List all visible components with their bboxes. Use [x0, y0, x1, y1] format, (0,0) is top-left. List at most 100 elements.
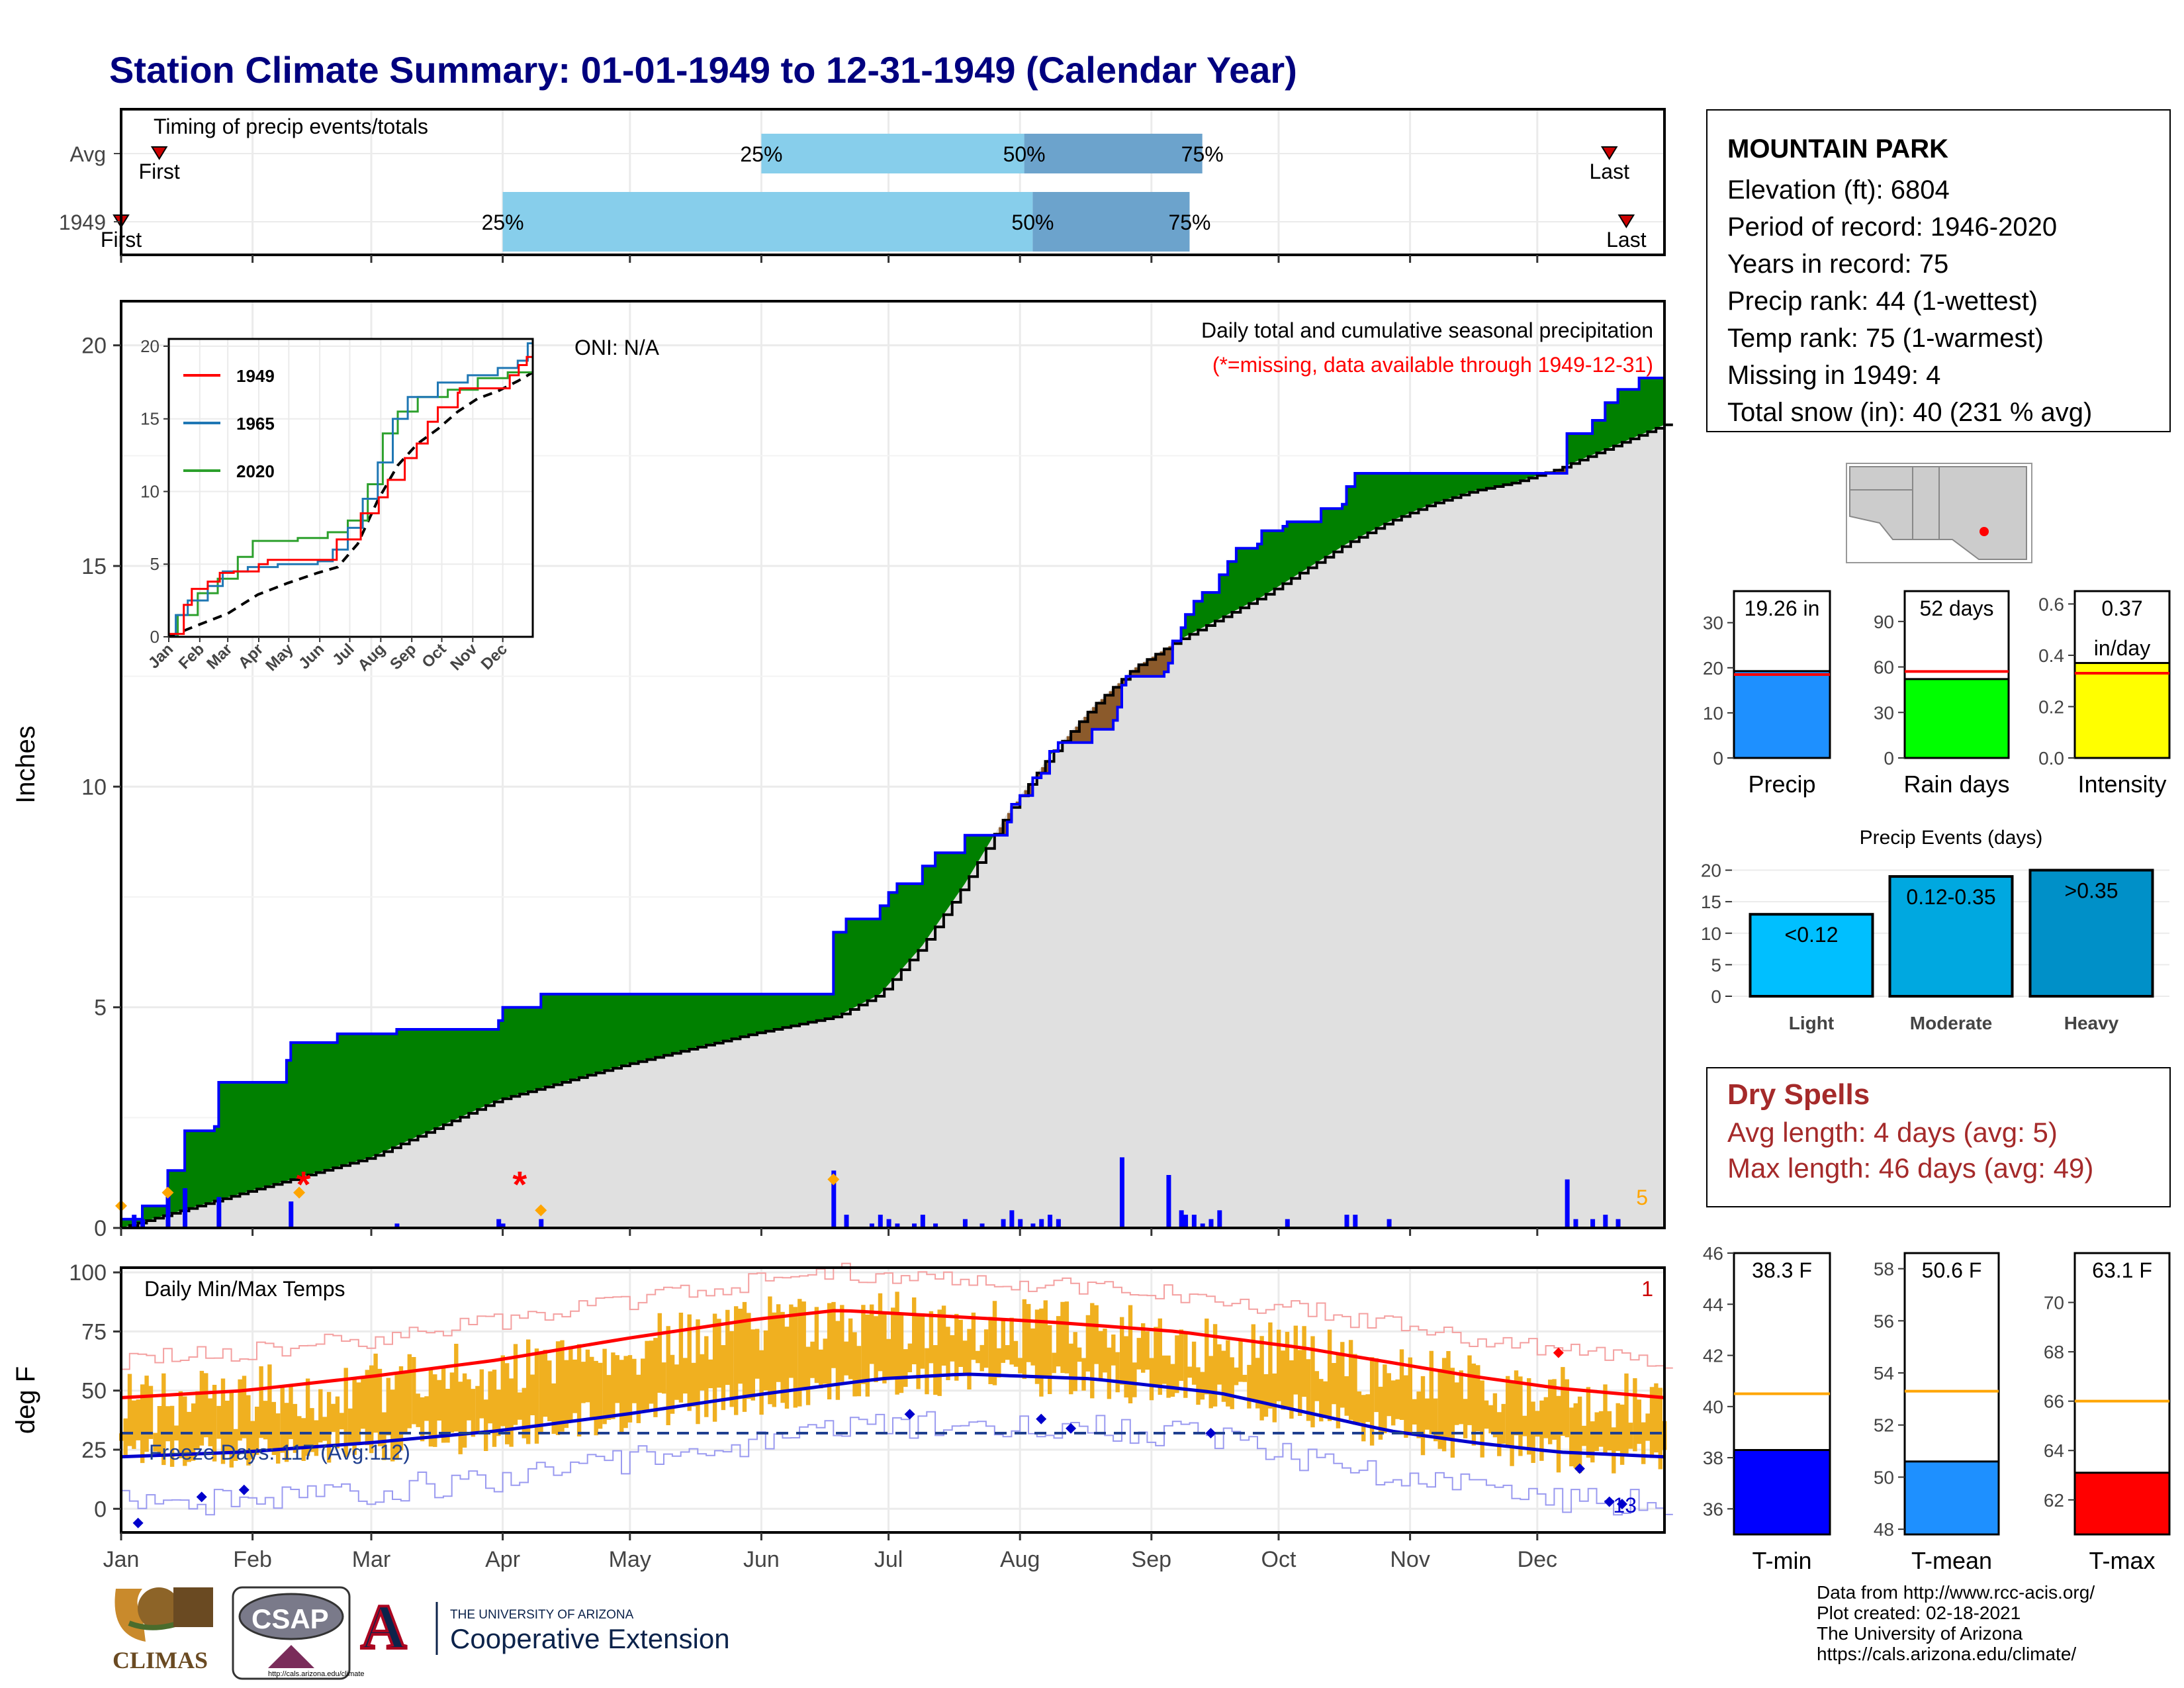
inset-month-label: Jul	[329, 640, 358, 669]
events-tick-label: 15	[1701, 892, 1721, 912]
inset-month-label: Oct	[418, 640, 449, 671]
events-tick-label: 10	[1701, 923, 1721, 944]
daily-precip-bar	[1018, 1219, 1023, 1228]
temp-corner-bottom: 13	[1613, 1493, 1637, 1517]
average-min-temp-line	[120, 1372, 1665, 1459]
daily-precip-bar	[1285, 1219, 1290, 1228]
timing-percent-75: 75%	[1168, 211, 1210, 234]
ua-extension-text: Cooperative Extension	[450, 1623, 730, 1654]
daily-precip-bar	[1200, 1223, 1205, 1228]
page-title: Station Climate Summary: 01-01-1949 to 1…	[109, 49, 1297, 91]
dry-spells-avg: Avg length: 4 days (avg: 5)	[1727, 1117, 2058, 1148]
temp-summary-2-value-label: 63.1 F	[2092, 1258, 2152, 1282]
timing-last-label: Last	[1589, 160, 1629, 183]
temp-y-tick-label: 75	[81, 1319, 107, 1344]
daily-precip-bar	[1183, 1215, 1189, 1228]
station-total-snow: Total snow (in): 40 (231 % avg)	[1727, 398, 2093, 427]
inset-month-label: Jun	[295, 640, 328, 673]
precip-summary-1-tick-label: 90	[1874, 612, 1894, 632]
precip-summary-2-tick-label: 0.0	[2038, 748, 2064, 769]
snow-marker	[535, 1204, 547, 1217]
month-label: Jul	[874, 1547, 903, 1572]
precip-summary-1-value-label: 52 days	[1919, 596, 1993, 620]
climas-logo-text: CLIMAS	[113, 1647, 208, 1673]
precip-frame	[120, 300, 1666, 1229]
precip-summary-2-value-unit: in/day	[2094, 636, 2150, 660]
daily-precip-bar	[878, 1215, 883, 1228]
inset-y-tick-label: 20	[140, 336, 159, 356]
temp-summary-0-tick-label: 42	[1703, 1346, 1723, 1366]
month-label: Feb	[233, 1547, 272, 1572]
precip-events-bar-label: 0.12-0.35	[1906, 885, 1995, 909]
record-high-marker	[1553, 1347, 1564, 1358]
inset-legend-label: 1949	[236, 366, 275, 386]
temp-summary-1-value-label: 50.6 F	[1922, 1258, 1982, 1282]
inset-legend-label: 2020	[236, 461, 275, 481]
timing-bar-early	[502, 192, 1033, 252]
inset-series-2020	[169, 371, 534, 638]
temp-summary-2-bar	[2073, 1472, 2171, 1536]
inset-y-tick-label: 15	[140, 409, 159, 429]
daily-precip-bar	[1603, 1215, 1608, 1228]
events-tick-label: 5	[1711, 955, 1721, 975]
daily-precip-bar	[1387, 1219, 1392, 1228]
station-missing: Missing in 1949: 4	[1727, 361, 1941, 390]
footer-line: Plot created: 02-18-2021	[1817, 1603, 2021, 1623]
precip-summary-1-tick-label: 0	[1884, 748, 1894, 769]
precip-events-bar-label: <0.12	[1785, 923, 1839, 947]
temp-y-tick-label: 100	[69, 1260, 107, 1286]
precip-summary-0-tick-label: 0	[1713, 748, 1723, 769]
daily-precip-bar	[1056, 1219, 1061, 1228]
footer-line: Data from http://www.rcc-acis.org/	[1817, 1582, 2095, 1603]
temp-chart-title: Daily Min/Max Temps	[144, 1277, 345, 1301]
month-label: Jun	[743, 1547, 780, 1572]
precip-events-bar	[2028, 868, 2154, 998]
record-low-marker	[196, 1491, 207, 1503]
daily-precip-bar	[1179, 1210, 1184, 1228]
daily-precip-bar	[1573, 1219, 1578, 1228]
temp-summary-1-bar	[1903, 1460, 2000, 1536]
daily-precip-bar	[183, 1188, 188, 1228]
average-precip-area	[121, 424, 1664, 1229]
record-low-line	[121, 1411, 1673, 1516]
timing-row-label: Avg	[69, 142, 106, 166]
temp-y-tick-label: 0	[94, 1497, 107, 1522]
temp-summary-0-name: T-min	[1752, 1547, 1812, 1574]
precip-summary-0-bar	[1733, 670, 1831, 759]
timing-percent-50: 50%	[1003, 142, 1046, 166]
daily-precip-bar	[165, 1192, 171, 1228]
daily-precip-bar	[1353, 1215, 1358, 1228]
station-name: MOUNTAIN PARK	[1727, 134, 1949, 164]
precip-events-category: Light	[1789, 1013, 1834, 1033]
month-label: Jan	[103, 1547, 140, 1572]
inset-month-label: May	[262, 640, 297, 675]
precip-summary-0-value-label: 19.26 in	[1745, 596, 1820, 620]
precip-summary-2-bar	[2073, 662, 2171, 759]
temp-summary-2-tick-label: 68	[2044, 1342, 2064, 1362]
timing-bar-early	[761, 134, 1024, 173]
daily-precip-bar	[394, 1223, 400, 1228]
record-low-marker	[238, 1484, 250, 1495]
temp-y-tick-label: 50	[81, 1379, 107, 1404]
timing-row-label: 1949	[59, 211, 106, 234]
record-low-marker	[1036, 1413, 1047, 1425]
daily-precip-bar	[289, 1201, 294, 1228]
precip-summary-2-tick-label: 0.2	[2038, 696, 2064, 717]
temp-frame	[120, 1266, 1666, 1534]
station-info-box: MOUNTAIN PARK Elevation (ft): 6804 Perio…	[1706, 109, 2171, 432]
record-low-marker	[1574, 1463, 1585, 1474]
inset-month-label: Apr	[235, 640, 267, 672]
ua-small-text: THE UNIVERSITY OF ARIZONA	[450, 1608, 634, 1622]
daily-precip-bar	[1166, 1175, 1171, 1228]
precip-summary-2-name: Intensity	[2077, 771, 2166, 798]
daily-precip-bar	[500, 1223, 506, 1228]
timing-last-label: Last	[1606, 228, 1647, 252]
ua-block-a: A	[361, 1591, 406, 1662]
daily-precip-bar	[1344, 1215, 1349, 1228]
precip-summary-1-tick-label: 60	[1874, 657, 1894, 678]
precip-y-tick-label: 15	[81, 554, 107, 579]
temp-summary-1-name: T-mean	[1911, 1547, 1992, 1574]
daily-precip-bar	[1048, 1215, 1053, 1228]
timing-percent-75: 75%	[1181, 142, 1224, 166]
temp-summary-2-tick-label: 64	[2044, 1440, 2064, 1461]
